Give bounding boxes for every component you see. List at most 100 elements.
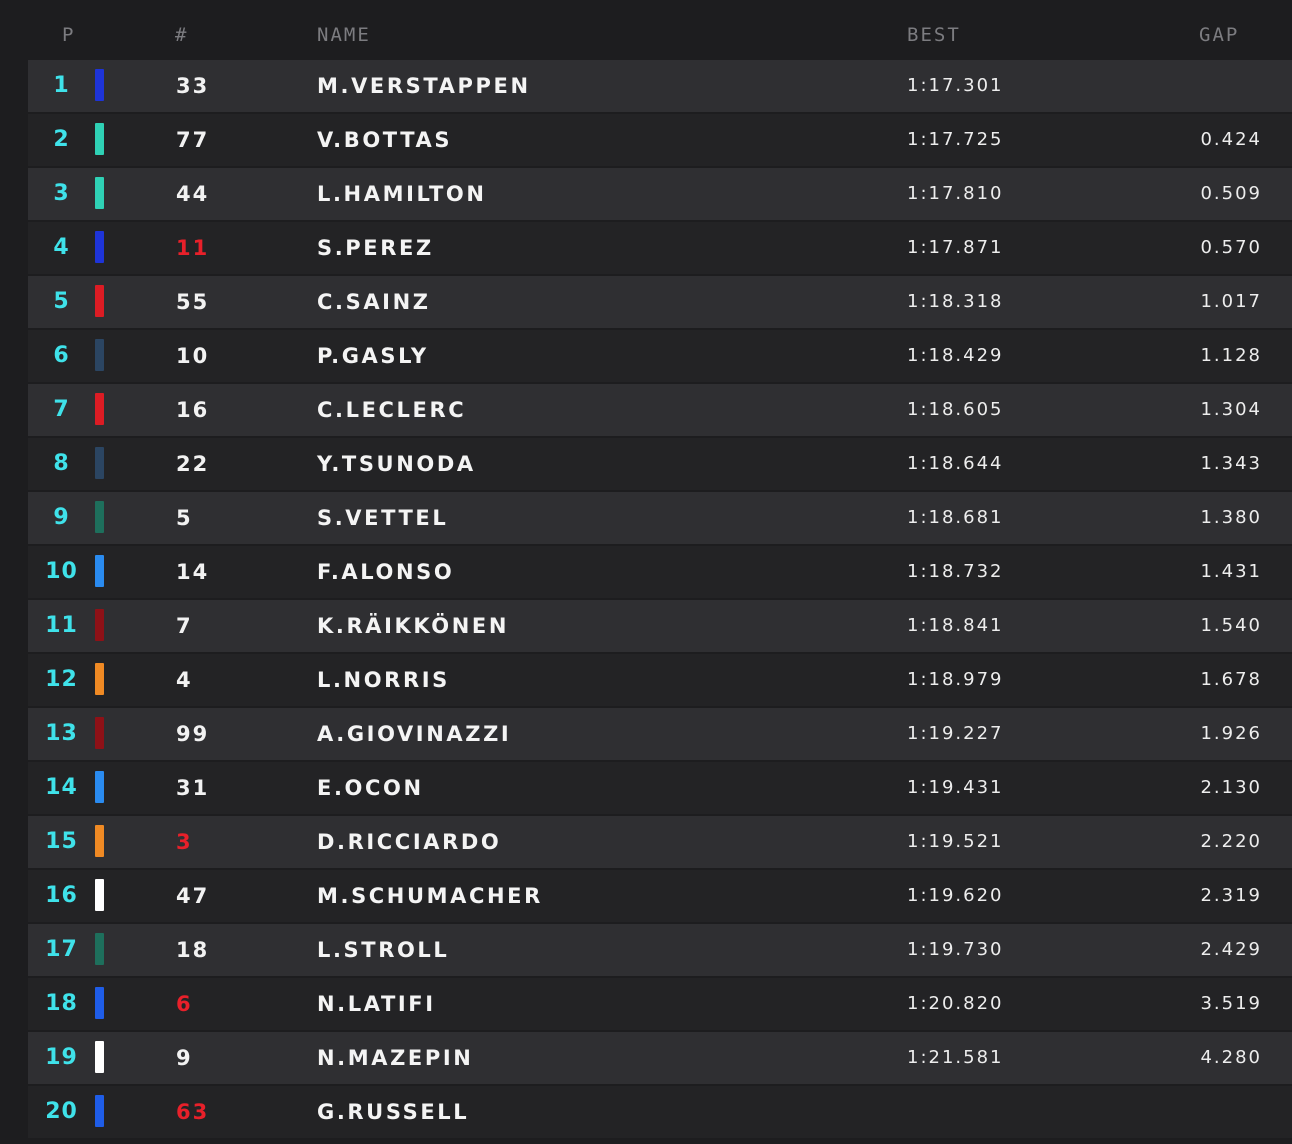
best-lap-cell: 1:18.979 (907, 669, 1004, 690)
best-lap-cell: 1:18.605 (907, 399, 1004, 420)
gap-cell: 1.343 (1200, 453, 1262, 474)
driver-name-cell: K.RÄIKKÖNEN (317, 614, 510, 638)
team-color-bar (95, 285, 104, 317)
car-number-cell: 6 (176, 992, 193, 1016)
best-lap-cell: 1:17.725 (907, 129, 1004, 150)
team-color-bar (95, 123, 104, 155)
car-number-cell: 33 (176, 74, 210, 98)
car-number-cell: 44 (176, 182, 210, 206)
car-number-cell: 7 (176, 614, 193, 638)
car-number-cell: 4 (176, 668, 193, 692)
position-cell: 19 (45, 1045, 78, 1070)
car-number-cell: 3 (176, 830, 193, 854)
driver-name-cell: C.SAINZ (317, 290, 431, 314)
table-row[interactable]: 7 16 C.LECLERC 1:18.605 1.304 (28, 384, 1292, 436)
gap-cell: 0.570 (1200, 237, 1262, 258)
car-number-cell: 99 (176, 722, 210, 746)
team-color-bar (95, 879, 104, 911)
car-number-cell: 77 (176, 128, 210, 152)
position-cell: 11 (45, 613, 78, 638)
gap-cell: 1.304 (1200, 399, 1262, 420)
table-row[interactable]: 14 31 E.OCON 1:19.431 2.130 (28, 762, 1292, 814)
position-cell: 2 (53, 127, 70, 152)
team-color-bar (95, 609, 104, 641)
table-row[interactable]: 6 10 P.GASLY 1:18.429 1.128 (28, 330, 1292, 382)
table-row[interactable]: 19 9 N.MAZEPIN 1:21.581 4.280 (28, 1032, 1292, 1084)
driver-name-cell: M.SCHUMACHER (317, 884, 543, 908)
driver-name-cell: S.VETTEL (317, 506, 449, 530)
best-lap-cell: 1:18.644 (907, 453, 1004, 474)
table-row[interactable]: 2 77 V.BOTTAS 1:17.725 0.424 (28, 114, 1292, 166)
car-number-cell: 22 (176, 452, 210, 476)
table-row[interactable]: 4 11 S.PEREZ 1:17.871 0.570 (28, 222, 1292, 274)
table-row[interactable]: 18 6 N.LATIFI 1:20.820 3.519 (28, 978, 1292, 1030)
driver-name-cell: A.GIOVINAZZI (317, 722, 512, 746)
header-name: NAME (317, 24, 371, 46)
position-cell: 15 (45, 829, 78, 854)
gap-cell: 2.319 (1200, 885, 1262, 906)
team-color-bar (95, 717, 104, 749)
position-cell: 16 (45, 883, 78, 908)
position-cell: 14 (45, 775, 78, 800)
driver-name-cell: P.GASLY (317, 344, 429, 368)
table-row[interactable]: 15 3 D.RICCIARDO 1:19.521 2.220 (28, 816, 1292, 868)
table-row[interactable]: 5 55 C.SAINZ 1:18.318 1.017 (28, 276, 1292, 328)
position-cell: 8 (53, 451, 70, 476)
driver-name-cell: N.LATIFI (317, 992, 436, 1016)
team-color-bar (95, 393, 104, 425)
table-row[interactable]: 13 99 A.GIOVINAZZI 1:19.227 1.926 (28, 708, 1292, 760)
driver-name-cell: N.MAZEPIN (317, 1046, 474, 1070)
table-row[interactable]: 10 14 F.ALONSO 1:18.732 1.431 (28, 546, 1292, 598)
table-row[interactable]: 12 4 L.NORRIS 1:18.979 1.678 (28, 654, 1292, 706)
driver-name-cell: Y.TSUNODA (317, 452, 476, 476)
table-row[interactable]: 8 22 Y.TSUNODA 1:18.644 1.343 (28, 438, 1292, 490)
driver-name-cell: S.PEREZ (317, 236, 434, 260)
table-row[interactable]: 3 44 L.HAMILTON 1:17.810 0.509 (28, 168, 1292, 220)
best-lap-cell: 1:17.301 (907, 75, 1004, 96)
team-color-bar (95, 663, 104, 695)
position-cell: 7 (53, 397, 70, 422)
team-color-bar (95, 825, 104, 857)
best-lap-cell: 1:19.521 (907, 831, 1004, 852)
table-row[interactable]: 11 7 K.RÄIKKÖNEN 1:18.841 1.540 (28, 600, 1292, 652)
table-row[interactable]: 17 18 L.STROLL 1:19.730 2.429 (28, 924, 1292, 976)
gap-cell: 4.280 (1200, 1047, 1262, 1068)
gap-cell: 1.380 (1200, 507, 1262, 528)
car-number-cell: 55 (176, 290, 210, 314)
team-color-bar (95, 555, 104, 587)
team-color-bar (95, 771, 104, 803)
best-lap-cell: 1:20.820 (907, 993, 1004, 1014)
team-color-bar (95, 231, 104, 263)
table-header: P # NAME BEST GAP (0, 0, 1292, 60)
position-cell: 5 (53, 289, 70, 314)
driver-name-cell: V.BOTTAS (317, 128, 453, 152)
position-cell: 1 (53, 73, 70, 98)
driver-name-cell: L.HAMILTON (317, 182, 487, 206)
gap-cell: 3.519 (1200, 993, 1262, 1014)
gap-cell: 1.017 (1200, 291, 1262, 312)
table-row[interactable]: 20 63 G.RUSSELL (28, 1086, 1292, 1138)
team-color-bar (95, 339, 104, 371)
team-color-bar (95, 447, 104, 479)
header-position: P (62, 24, 76, 46)
driver-name-cell: L.NORRIS (317, 668, 450, 692)
team-color-bar (95, 933, 104, 965)
position-cell: 6 (53, 343, 70, 368)
table-row[interactable]: 1 33 M.VERSTAPPEN 1:17.301 (28, 60, 1292, 112)
driver-name-cell: M.VERSTAPPEN (317, 74, 531, 98)
car-number-cell: 18 (176, 938, 210, 962)
team-color-bar (95, 987, 104, 1019)
gap-cell: 0.424 (1200, 129, 1262, 150)
best-lap-cell: 1:18.318 (907, 291, 1004, 312)
position-cell: 12 (45, 667, 78, 692)
table-row[interactable]: 16 47 M.SCHUMACHER 1:19.620 2.319 (28, 870, 1292, 922)
car-number-cell: 5 (176, 506, 193, 530)
gap-cell: 2.220 (1200, 831, 1262, 852)
gap-cell: 1.431 (1200, 561, 1262, 582)
best-lap-cell: 1:17.871 (907, 237, 1004, 258)
car-number-cell: 63 (176, 1100, 210, 1124)
position-cell: 3 (53, 181, 70, 206)
table-row[interactable]: 9 5 S.VETTEL 1:18.681 1.380 (28, 492, 1292, 544)
results-table: 1 33 M.VERSTAPPEN 1:17.301 2 77 V.BOTTAS 1:17.7… (28, 60, 1292, 1140)
header-number: # (175, 24, 189, 46)
